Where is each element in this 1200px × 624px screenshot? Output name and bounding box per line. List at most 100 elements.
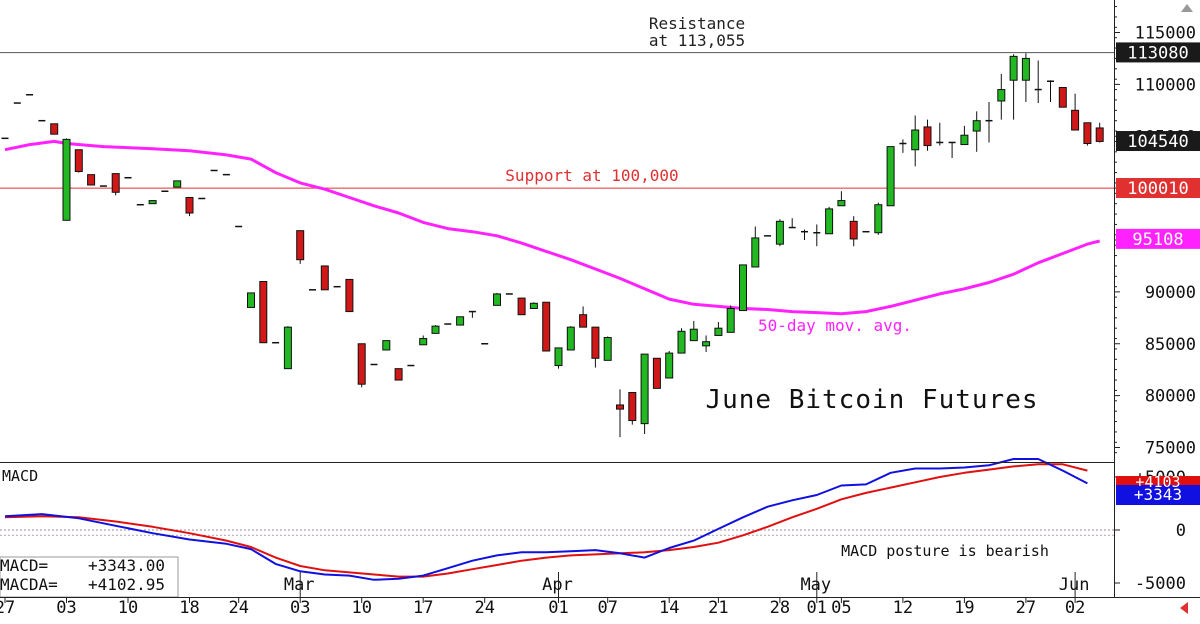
candle (923, 119, 932, 151)
macd-annotation: MACD posture is bearish (841, 542, 1049, 560)
resistance-label-line2: at 113,055 (649, 31, 745, 50)
candle-body (62, 138, 71, 221)
candle (591, 326, 600, 368)
candle-body (714, 327, 723, 336)
candle-body (517, 297, 526, 316)
candle-body (566, 326, 575, 351)
date-tick-label: 27 (0, 598, 15, 618)
candle (936, 122, 944, 146)
candle-body (87, 174, 96, 186)
macda-readout-value: +4102.95 (88, 575, 165, 594)
price-tag-text: 100010 (1127, 179, 1188, 199)
candle (419, 335, 428, 346)
candle-body (874, 204, 883, 234)
candle-body (702, 341, 711, 347)
price-tag-text: 104540 (1127, 132, 1188, 152)
month-label: Mar (284, 575, 315, 595)
candle (542, 301, 551, 352)
candle-body (259, 281, 268, 344)
candle (665, 351, 674, 379)
candle (283, 326, 292, 370)
candle-body (185, 196, 194, 214)
date-tick-label: 03 (290, 598, 310, 618)
candle (382, 340, 391, 351)
candle (788, 218, 796, 229)
date-tick-label: 24 (228, 598, 248, 618)
price-tag-box (1116, 228, 1200, 249)
candle (726, 305, 735, 333)
candle-body (529, 302, 538, 309)
date-tick-label: 18 (179, 598, 199, 618)
candle-body (382, 340, 391, 351)
candle (185, 196, 194, 217)
date-tick-label: 10 (351, 598, 371, 618)
candle (456, 316, 465, 326)
scroll-up-icon (1181, 4, 1193, 12)
date-tick-label: 01 (548, 598, 568, 618)
candle-body (689, 328, 698, 342)
candle (677, 328, 686, 354)
date-tick-label: 24 (474, 598, 494, 618)
candle-body (726, 307, 735, 333)
candle-body (628, 392, 637, 422)
candle-body (886, 146, 895, 207)
candle-body (1009, 55, 1018, 81)
candle (985, 102, 993, 143)
candle (468, 310, 476, 318)
candle (702, 335, 711, 353)
candle (616, 389, 624, 438)
candle (1047, 80, 1054, 103)
price-tick-label: 80000 (1145, 387, 1196, 407)
text-layer: Resistance at 113,055 Support at 100,000… (0, 14, 1182, 594)
date-tick-label: 17 (413, 598, 433, 618)
candle-body (1083, 122, 1092, 145)
candle-body (247, 292, 255, 308)
candle (1058, 86, 1067, 108)
candle-body (960, 134, 969, 146)
candle (87, 174, 96, 186)
candle-body (911, 129, 920, 151)
price-tag-text: 113080 (1127, 43, 1188, 63)
date-tick-label: 21 (708, 598, 728, 618)
candle-body (579, 314, 588, 328)
candle-body (751, 237, 760, 268)
price-tick-label: 75000 (1145, 439, 1196, 459)
date-tick-label: 12 (893, 598, 913, 618)
date-tick-label: 05 (831, 598, 851, 618)
candle-body (111, 173, 120, 193)
candle-body (493, 293, 501, 306)
candle-body (603, 337, 612, 361)
candle (247, 292, 255, 308)
candle (628, 392, 637, 425)
price-tick-label: 115000 (1135, 24, 1196, 44)
candle (357, 343, 366, 388)
candle (689, 320, 698, 342)
candle-body (1095, 127, 1104, 142)
candle (1071, 93, 1080, 131)
macd-title: MACD (2, 467, 38, 485)
macd-tick-label: -5000 (1135, 574, 1186, 594)
grid-layer (0, 52, 1114, 189)
candle (296, 230, 305, 264)
candle (813, 224, 821, 247)
month-label: Jun (1059, 575, 1090, 595)
chart-title-watermark: June Bitcoin Futures (705, 385, 1038, 415)
candle-body (1058, 86, 1067, 108)
candle-body (739, 264, 747, 312)
candle-body (665, 352, 674, 379)
candle (259, 281, 268, 344)
candle-body (74, 149, 83, 173)
candle (751, 226, 760, 268)
candle-body (1071, 109, 1080, 131)
candle (972, 111, 981, 152)
date-tick-label: 19 (954, 598, 974, 618)
candle-body (357, 343, 366, 385)
candle-body (849, 220, 858, 240)
date-tick-label: 27 (1016, 598, 1036, 618)
candle (1095, 122, 1104, 143)
candle (886, 146, 895, 207)
candle-body (296, 230, 305, 261)
macd-panel (0, 458, 1114, 598)
candle (345, 278, 354, 313)
